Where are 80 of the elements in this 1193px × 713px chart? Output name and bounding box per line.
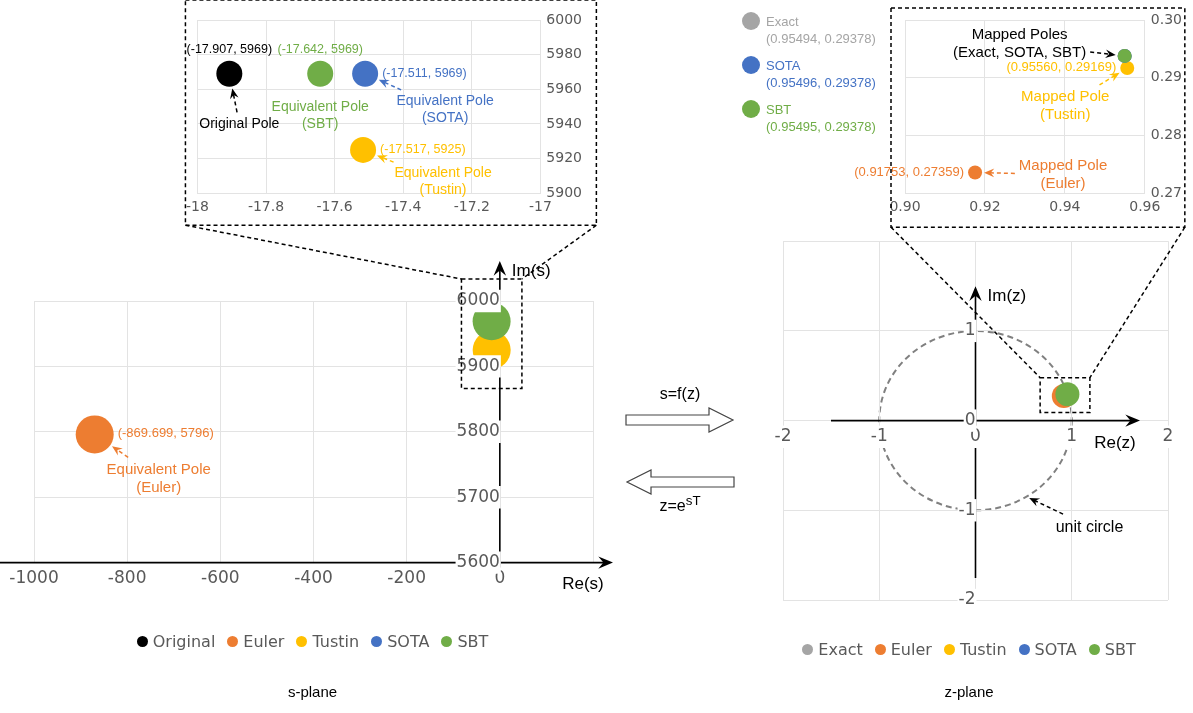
point [1120,60,1135,75]
x-tick-label: 0.92 [969,198,1001,215]
y-tick-label: 6000 [456,289,500,310]
data-label: (-17.642, 5969) [277,41,363,56]
y-tick-label: 5920 [546,149,583,166]
y-tick-label: -2 [958,588,976,609]
x-tick-label: -17.4 [385,198,422,215]
y-tick-label: 0.30 [1150,10,1182,27]
annotation: Equivalent Pole (Tustin) [394,164,492,198]
legend-label: Tustin [959,640,1007,659]
x-tick-label: -1000 [9,567,59,588]
y-tick-label: -1 [958,498,976,519]
annotation: Mapped Pole (Euler) [1018,155,1108,191]
x-tick-label: -2 [774,425,792,446]
text: s=f(z) [658,385,702,403]
x-tick-label: -17 [528,198,552,215]
x-tick-label: -18 [186,198,209,215]
legend-label: SBT [457,632,489,651]
y-tick-label: 5980 [546,45,583,62]
legend-label: Euler [243,632,285,651]
x-axis-title: Re(z) [1094,433,1136,453]
y-tick-label: 5960 [546,79,583,96]
y-tick-label: 5700 [456,485,500,506]
point [75,415,114,454]
y-tick-label: 0.28 [1150,126,1182,143]
x-tick-label: -200 [387,567,426,588]
annotation: unit circle [1055,517,1124,537]
annotation: Equivalent Pole (SOTA) [396,92,494,125]
legend-label: Euler [890,640,932,659]
legend-label: Exact [818,640,863,659]
x-tick-label: -800 [107,567,147,588]
x-tick-label: -17.6 [316,198,353,215]
data-label: (0.91753, 0.27359) [854,163,965,179]
point [968,165,983,180]
text: (0.95496, 0.29378) [765,74,877,91]
x-axis-title: Re(s) [562,574,604,594]
x-tick-label: 1 [1066,425,1078,446]
x-tick-label: -400 [294,567,333,588]
text: s-plane [286,683,339,700]
y-tick-label: 5800 [456,420,500,441]
x-tick-label: -17.2 [453,198,490,215]
data-label: (-17.511, 5969) [382,65,467,80]
annotation: Equivalent Pole (Euler) [106,459,211,495]
y-tick-label: 5900 [456,354,500,375]
legend-label: SOTA [1034,640,1077,659]
legend-label: SOTA [387,632,430,651]
legend-label: Original [152,632,216,651]
data-label: (-17.517, 5925) [380,141,466,156]
data-label: (-869.699, 5796) [117,425,214,441]
text: z=e$^{sT}$ [658,493,702,516]
annotation: Mapped Poles (Exact, SOTA, SBT) [953,25,1087,61]
legend-label: SBT [1104,640,1136,659]
x-tick-label: -1 [870,425,888,446]
x-tick-label: -600 [201,567,240,588]
y-axis-title: Im(s) [511,260,551,280]
y-tick-label: 0.27 [1150,183,1182,200]
text: (0.95495, 0.29378) [765,118,877,135]
y-tick-label: 0.29 [1150,68,1182,85]
legend-label: SBT [766,101,792,117]
data-label: (0.95560, 0.29169) [1006,59,1117,75]
y-tick-label: 0 [964,409,976,430]
y-axis-title: Im(z) [987,285,1027,305]
y-tick-label: 5940 [546,114,583,131]
text: z-plane [943,683,995,700]
x-tick-label: 2 [1162,425,1174,446]
y-tick-label: 1 [964,319,976,340]
x-tick-label: 0.90 [889,198,921,215]
x-tick-label: 0.94 [1049,198,1081,215]
annotation: Original Pole [199,114,280,131]
legend-label: Exact [766,13,799,29]
x-tick-label: 0.96 [1129,198,1161,215]
x-tick-label: -17.8 [247,198,285,215]
text: (0.95494, 0.29378) [765,30,877,47]
legend-label: SOTA [766,57,801,73]
legend-label: Tustin [312,632,360,651]
y-tick-label: 5900 [546,183,583,200]
annotation: Mapped Pole (Tustin) [1021,87,1110,123]
y-tick-label: 6000 [546,10,583,27]
data-label: (-17.907, 5969) [186,41,273,56]
y-tick-label: 5600 [456,551,500,572]
